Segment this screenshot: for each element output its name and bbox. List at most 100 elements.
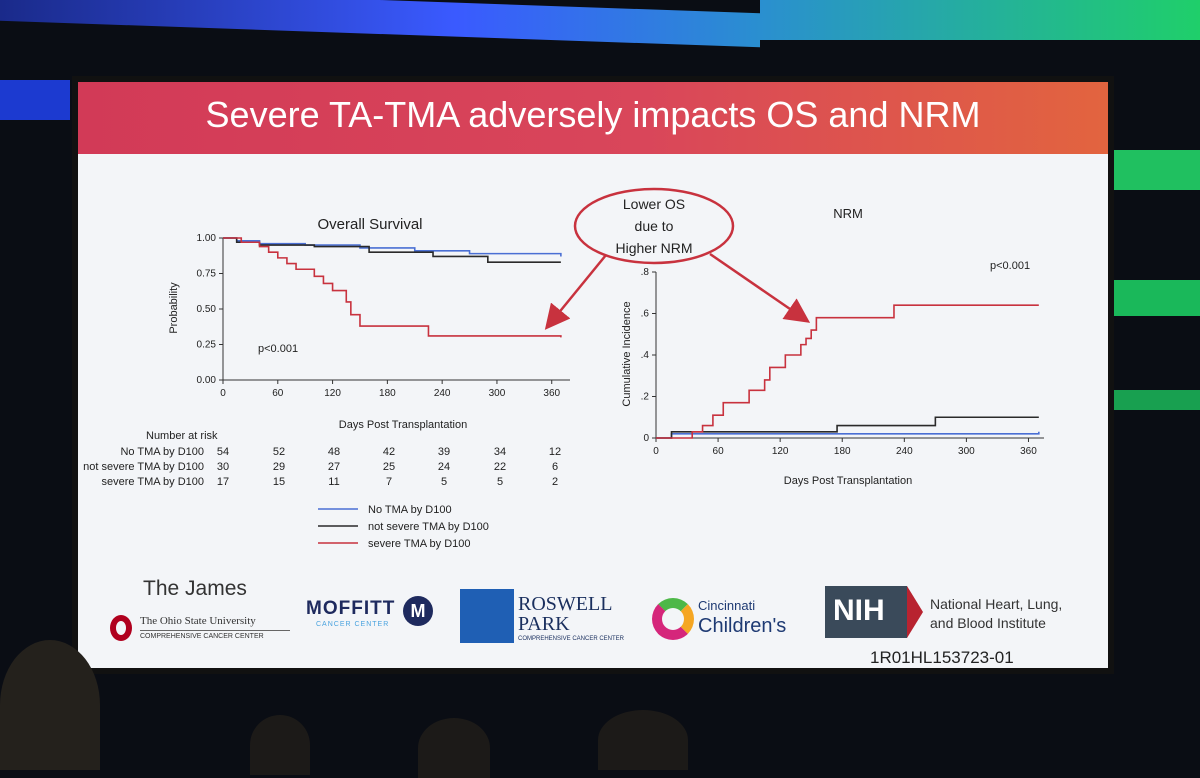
moffitt-name: MOFFITT (306, 598, 396, 619)
audience-head-2 (250, 715, 310, 775)
risk-cell: 11 (328, 476, 339, 488)
roswell-name-2: PARK (518, 613, 570, 635)
nrm-series-line-0 (656, 431, 1040, 439)
grant-number: 1R01HL153723-01 (870, 648, 1014, 667)
os-legend: No TMA by D100 not severe TMA by D100 seve… (318, 504, 489, 550)
os-x-tick-label: 180 (379, 388, 396, 399)
risk-cell: 39 (438, 446, 450, 458)
risk-cell: 5 (441, 476, 447, 488)
cincinnati-line-1: Cincinnati (698, 598, 756, 613)
risk-cell: 27 (328, 461, 340, 473)
nrm-ylabel: Cumulative Incidence (621, 301, 633, 406)
risk-row-label: No TMA by D100 (120, 446, 204, 458)
nrm-series-line-2 (656, 304, 1039, 439)
os-x-tick-label: 300 (489, 388, 506, 399)
os-y-tick-label: 0.75 (197, 269, 217, 280)
os-y-tick-label: 1.00 (197, 233, 217, 244)
slide-title-bar: Severe TA-TMA adversely impacts OS and N… (78, 82, 1108, 154)
callout-line-3: Higher NRM (615, 240, 692, 256)
roswell-starburst-icon (460, 589, 514, 643)
risk-cell: 34 (494, 446, 506, 458)
logo-osu: The James The Ohio State University COMP… (108, 577, 298, 647)
os-y-tick-label: 0.25 (197, 340, 217, 351)
os-series-line-2 (223, 237, 562, 338)
nrm-chart-title: NRM (833, 206, 863, 221)
roswell-sub: COMPREHENSIVE CANCER CENTER (518, 636, 625, 642)
slide-title: Severe TA-TMA adversely impacts OS and N… (205, 94, 981, 135)
risk-cell: 30 (217, 461, 229, 473)
risk-cell: 12 (549, 446, 561, 458)
osu-name: The Ohio State University (140, 615, 256, 627)
stage-light-right-2 (1110, 280, 1200, 316)
projection-screen: Severe TA-TMA adversely impacts OS and N… (78, 82, 1108, 668)
os-x-tick-label: 240 (434, 388, 451, 399)
risk-cell: 7 (386, 476, 392, 488)
callout-ellipse (573, 187, 735, 265)
stage-light-left (0, 80, 70, 120)
os-chart-title: Overall Survival (317, 216, 422, 233)
os-x-tick-label: 120 (324, 388, 341, 399)
nrm-x-tick-label: 300 (958, 446, 975, 457)
legend-label: not severe TMA by D100 (368, 521, 489, 533)
osu-divider (140, 630, 290, 631)
os-chart: Overall Survival Probability Days Post T… (168, 216, 570, 431)
audience-head-4 (598, 710, 688, 770)
logo-roswell: ROSWELL PARK COMPREHENSIVE CANCER CENTER (460, 587, 635, 647)
cincinnati-line-2: Children's (698, 615, 787, 637)
nih-badge (825, 586, 907, 638)
os-series-line-1 (223, 237, 561, 263)
risk-cell: 5 (497, 476, 503, 488)
os-series-line-0 (223, 237, 562, 257)
nrm-y-tick-label: 0 (643, 433, 649, 444)
risk-table-header: Number at risk (146, 430, 218, 442)
stage-light-green (760, 0, 1200, 40)
legend-label: severe TMA by D100 (368, 538, 471, 550)
osu-sub: COMPREHENSIVE CANCER CENTER (140, 633, 264, 640)
nrm-x-tick-label: 180 (834, 446, 851, 457)
risk-cell: 29 (273, 461, 285, 473)
logo-cincinnati: Cincinnati Children's (650, 594, 810, 644)
nrm-x-tick-label: 120 (772, 446, 789, 457)
nrm-pvalue: p<0.001 (990, 260, 1030, 272)
audience-head-1 (0, 640, 100, 770)
risk-cell: 24 (438, 461, 450, 473)
risk-cell: 2 (552, 476, 558, 488)
moffitt-m-icon: M (403, 596, 433, 626)
os-x-tick-label: 360 (543, 388, 560, 399)
moffitt-sub: CANCER CENTER (316, 621, 390, 628)
risk-cell: 17 (217, 476, 229, 488)
callout-arrow-os (544, 254, 607, 330)
nih-line-1: National Heart, Lung, (930, 596, 1063, 612)
callout-line-2: due to (635, 218, 674, 234)
risk-cell: 48 (328, 446, 340, 458)
nrm-x-tick-label: 60 (713, 446, 725, 457)
risk-cell: 52 (273, 446, 285, 458)
stage-light-right-1 (1110, 150, 1200, 190)
nrm-x-tick-label: 360 (1020, 446, 1037, 457)
legend-label: No TMA by D100 (368, 504, 452, 516)
os-ylabel: Probability (168, 282, 180, 334)
nrm-xlabel: Days Post Transplantation (784, 475, 912, 487)
risk-cell: 22 (494, 461, 506, 473)
risk-cell: 54 (217, 446, 229, 458)
callout-line-1: Lower OS (623, 196, 685, 212)
nih-badge-text: NIH (833, 594, 885, 627)
risk-cell: 15 (273, 476, 285, 488)
nrm-y-tick-label: .8 (641, 267, 650, 278)
risk-table: Number at risk No TMA by D100 54 52 48 42 39 3… (83, 430, 561, 488)
logo-moffitt: MOFFITT CANCER CENTER M (306, 596, 441, 636)
nrm-series-line-1 (656, 416, 1039, 439)
nih-chevron-icon (907, 586, 923, 638)
audience-head-3 (418, 718, 490, 778)
slide-charts: Overall Survival Probability Days Post T… (83, 187, 1044, 550)
os-xlabel: Days Post Transplantation (339, 419, 467, 431)
roswell-name-1: ROSWELL (518, 593, 613, 615)
risk-row-label: severe TMA by D100 (101, 476, 204, 488)
cincinnati-ring-icon (652, 598, 694, 640)
nrm-y-tick-label: .6 (641, 309, 650, 320)
nrm-y-tick-label: .2 (641, 392, 650, 403)
callout-arrow-nrm (709, 252, 811, 323)
risk-cell: 25 (383, 461, 395, 473)
os-y-tick-label: 0.00 (197, 375, 217, 386)
callout: Lower OS due to Higher NRM (544, 187, 811, 330)
